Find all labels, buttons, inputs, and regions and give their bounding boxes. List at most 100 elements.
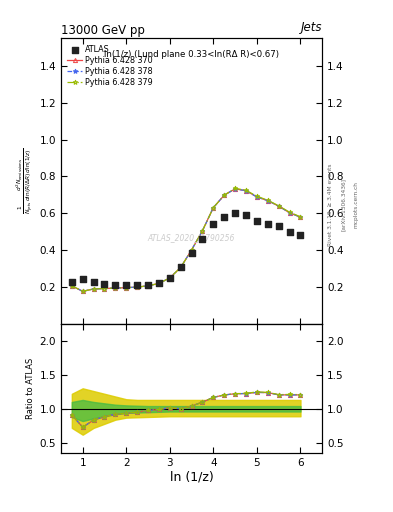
Pythia 6.428 378 bbox=[200, 227, 205, 233]
Pythia 6.428 378 bbox=[102, 286, 107, 292]
Pythia 6.428 370 bbox=[298, 214, 303, 220]
Pythia 6.428 370 bbox=[156, 281, 161, 287]
Pythia 6.428 378 bbox=[70, 283, 74, 289]
ATLAS bbox=[156, 279, 162, 287]
Pythia 6.428 378 bbox=[211, 205, 216, 211]
Text: mcplots.cern.ch: mcplots.cern.ch bbox=[354, 181, 359, 228]
ATLAS bbox=[243, 211, 249, 219]
ATLAS bbox=[145, 281, 151, 289]
ATLAS bbox=[232, 209, 238, 217]
Pythia 6.428 378 bbox=[146, 283, 151, 289]
Pythia 6.428 379 bbox=[91, 286, 96, 292]
ATLAS bbox=[101, 280, 108, 288]
ATLAS bbox=[134, 281, 140, 289]
ATLAS bbox=[210, 220, 217, 228]
Pythia 6.428 379 bbox=[276, 203, 281, 209]
Pythia 6.428 378 bbox=[222, 192, 227, 198]
Line: Pythia 6.428 378: Pythia 6.428 378 bbox=[70, 186, 303, 294]
ATLAS bbox=[298, 231, 304, 239]
Pythia 6.428 378 bbox=[265, 198, 270, 204]
Pythia 6.428 378 bbox=[189, 247, 194, 253]
Y-axis label: Ratio to ATLAS: Ratio to ATLAS bbox=[26, 358, 35, 419]
ATLAS bbox=[254, 217, 260, 225]
Pythia 6.428 379 bbox=[222, 192, 227, 198]
Pythia 6.428 379 bbox=[265, 197, 270, 203]
Pythia 6.428 379 bbox=[200, 227, 205, 233]
Pythia 6.428 378 bbox=[244, 187, 248, 194]
Pythia 6.428 379 bbox=[178, 264, 183, 270]
ATLAS bbox=[189, 249, 195, 257]
Pythia 6.428 378 bbox=[287, 210, 292, 216]
Text: 13000 GeV pp: 13000 GeV pp bbox=[61, 24, 145, 37]
Pythia 6.428 370 bbox=[200, 227, 205, 233]
ATLAS bbox=[79, 275, 86, 284]
ATLAS bbox=[264, 220, 271, 228]
Pythia 6.428 379 bbox=[156, 281, 161, 287]
Pythia 6.428 370 bbox=[178, 264, 183, 270]
Pythia 6.428 379 bbox=[124, 285, 129, 291]
Pythia 6.428 379 bbox=[70, 283, 74, 289]
Pythia 6.428 379 bbox=[298, 214, 303, 220]
ATLAS bbox=[178, 263, 184, 271]
Pythia 6.428 379 bbox=[102, 286, 107, 292]
Pythia 6.428 370 bbox=[124, 285, 129, 291]
Pythia 6.428 370 bbox=[255, 194, 259, 200]
ATLAS bbox=[286, 227, 293, 236]
Pythia 6.428 370 bbox=[167, 275, 172, 281]
ATLAS bbox=[167, 274, 173, 283]
Pythia 6.428 378 bbox=[255, 194, 259, 200]
X-axis label: ln (1/z): ln (1/z) bbox=[170, 471, 213, 484]
Line: Pythia 6.428 370: Pythia 6.428 370 bbox=[70, 187, 303, 293]
Pythia 6.428 378 bbox=[135, 284, 140, 290]
Pythia 6.428 370 bbox=[189, 247, 194, 253]
ATLAS bbox=[69, 278, 75, 286]
Pythia 6.428 370 bbox=[211, 205, 216, 211]
Pythia 6.428 378 bbox=[167, 275, 172, 281]
Pythia 6.428 379 bbox=[167, 275, 172, 281]
ATLAS bbox=[90, 278, 97, 286]
Line: Pythia 6.428 379: Pythia 6.428 379 bbox=[70, 186, 303, 294]
Legend: ATLAS, Pythia 6.428 370, Pythia 6.428 378, Pythia 6.428 379: ATLAS, Pythia 6.428 370, Pythia 6.428 37… bbox=[65, 42, 155, 89]
Pythia 6.428 370 bbox=[233, 186, 237, 192]
Pythia 6.428 379 bbox=[146, 283, 151, 289]
Text: Jets: Jets bbox=[301, 21, 322, 34]
Pythia 6.428 378 bbox=[233, 186, 237, 192]
Pythia 6.428 370 bbox=[146, 283, 151, 289]
Pythia 6.428 370 bbox=[276, 203, 281, 209]
Pythia 6.428 370 bbox=[113, 285, 118, 291]
ATLAS bbox=[123, 281, 129, 289]
Pythia 6.428 379 bbox=[233, 185, 237, 191]
Pythia 6.428 379 bbox=[113, 285, 118, 291]
Pythia 6.428 378 bbox=[298, 214, 303, 220]
Pythia 6.428 379 bbox=[80, 288, 85, 294]
Pythia 6.428 379 bbox=[255, 193, 259, 199]
Pythia 6.428 378 bbox=[124, 285, 129, 291]
Pythia 6.428 370 bbox=[265, 198, 270, 204]
Pythia 6.428 370 bbox=[102, 286, 107, 292]
Pythia 6.428 379 bbox=[135, 284, 140, 290]
Pythia 6.428 370 bbox=[80, 288, 85, 294]
Pythia 6.428 379 bbox=[211, 205, 216, 211]
Pythia 6.428 370 bbox=[287, 210, 292, 216]
Pythia 6.428 378 bbox=[156, 281, 161, 287]
Text: ATLAS_2020_I1790256: ATLAS_2020_I1790256 bbox=[148, 233, 235, 243]
Pythia 6.428 379 bbox=[244, 187, 248, 194]
Pythia 6.428 379 bbox=[287, 209, 292, 216]
Pythia 6.428 370 bbox=[244, 187, 248, 194]
Pythia 6.428 378 bbox=[91, 286, 96, 292]
Y-axis label: $\frac{1}{N_\mathrm{jets}}\frac{d^2 N_\mathrm{emissions}}{d\ln(R/\Delta R)\,d\ln: $\frac{1}{N_\mathrm{jets}}\frac{d^2 N_\m… bbox=[15, 148, 35, 214]
ATLAS bbox=[275, 222, 282, 230]
Pythia 6.428 378 bbox=[178, 264, 183, 270]
ATLAS bbox=[112, 281, 119, 289]
Pythia 6.428 370 bbox=[91, 286, 96, 292]
Text: ln(1/z) (Lund plane 0.33<ln(RΔ R)<0.67): ln(1/z) (Lund plane 0.33<ln(RΔ R)<0.67) bbox=[104, 50, 279, 59]
Pythia 6.428 379 bbox=[189, 247, 194, 253]
Text: [arXiv:1306.3436]: [arXiv:1306.3436] bbox=[341, 178, 346, 231]
Text: Rivet 3.1.10, ≥ 3.4M events: Rivet 3.1.10, ≥ 3.4M events bbox=[328, 163, 333, 246]
Pythia 6.428 370 bbox=[70, 283, 74, 289]
Pythia 6.428 370 bbox=[135, 284, 140, 290]
Pythia 6.428 370 bbox=[222, 192, 227, 198]
Pythia 6.428 378 bbox=[276, 203, 281, 209]
ATLAS bbox=[221, 212, 228, 221]
ATLAS bbox=[199, 235, 206, 243]
